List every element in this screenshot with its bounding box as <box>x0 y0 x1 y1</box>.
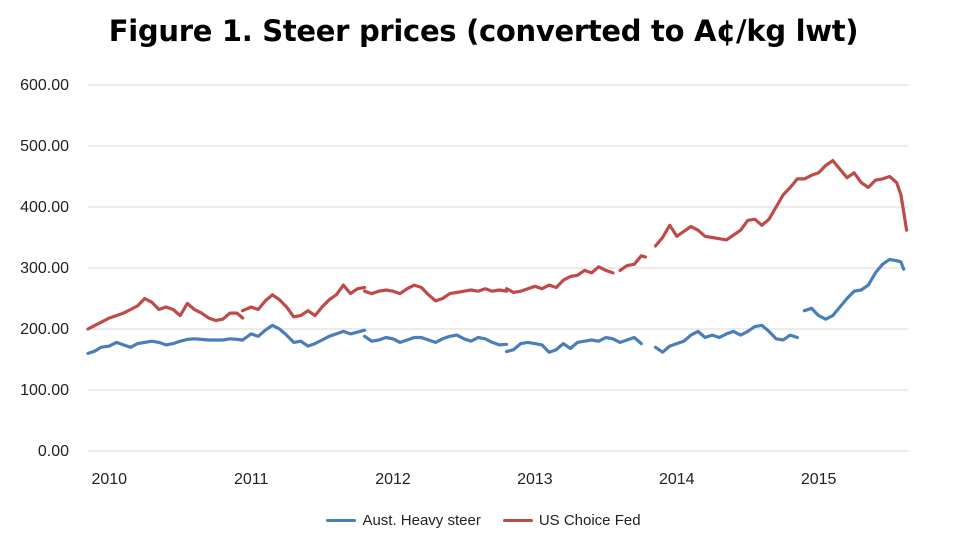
legend: Aust. Heavy steer US Choice Fed <box>0 512 967 529</box>
series-line-us-choice-fed-segment-0 <box>86 296 245 331</box>
y-tick-label-0: 0.00 <box>38 443 69 460</box>
series-line-aust-heavy-steer-segment-4 <box>653 323 799 354</box>
x-tick-label-2010: 2010 <box>91 471 127 488</box>
series-line-aust-heavy-steer-segment-1 <box>241 323 367 348</box>
series-line-us-choice-fed-segment-1 <box>241 283 367 319</box>
series-line-aust-heavy-steer-segment-0 <box>86 337 245 355</box>
y-tick-label-1: 100.00 <box>20 382 69 399</box>
y-tick-label-5: 500.00 <box>20 138 69 155</box>
x-tick-label-2012: 2012 <box>375 471 411 488</box>
series-aust-heavy-steer <box>86 257 906 355</box>
series-line-us-choice-fed-segment-3 <box>504 265 615 294</box>
series-line-aust-heavy-steer-segment-3 <box>504 335 643 354</box>
x-tick-label-2014: 2014 <box>659 471 695 488</box>
legend-label-aust-heavy-steer: Aust. Heavy steer <box>362 512 481 529</box>
legend-swatch-aust-heavy-steer <box>326 519 357 522</box>
x-tick-label-2013: 2013 <box>517 471 553 488</box>
y-axis-ticks: 0.00 100.00 200.00 300.00 400.00 500.00 600.00 <box>20 77 69 460</box>
x-axis-ticks: 2010 2011 2012 2013 2014 2015 <box>91 471 836 488</box>
legend-item-aust-heavy-steer[interactable]: Aust. Heavy steer <box>326 512 481 529</box>
series-us-choice-fed <box>86 159 909 331</box>
gridlines <box>88 84 908 452</box>
series-line-aust-heavy-steer-segment-5 <box>802 257 906 321</box>
legend-swatch-us-choice-fed <box>502 519 533 522</box>
chart-title: Figure 1. Steer prices (converted to A¢/… <box>108 14 859 48</box>
series-lines <box>86 159 909 355</box>
x-tick-label-2011: 2011 <box>234 471 269 488</box>
y-tick-label-6: 600.00 <box>20 77 69 94</box>
y-tick-label-3: 300.00 <box>20 260 69 277</box>
legend-label-us-choice-fed: US Choice Fed <box>538 512 641 529</box>
x-tick-label-2015: 2015 <box>801 471 837 488</box>
legend-item-us-choice-fed[interactable]: US Choice Fed <box>502 512 641 529</box>
y-tick-label-4: 400.00 <box>20 199 69 216</box>
series-line-us-choice-fed-segment-4 <box>618 254 648 272</box>
series-line-us-choice-fed-segment-2 <box>363 283 509 303</box>
y-tick-label-2: 200.00 <box>20 321 69 338</box>
series-line-aust-heavy-steer-segment-2 <box>363 333 509 347</box>
series-line-us-choice-fed-segment-5 <box>653 159 909 248</box>
